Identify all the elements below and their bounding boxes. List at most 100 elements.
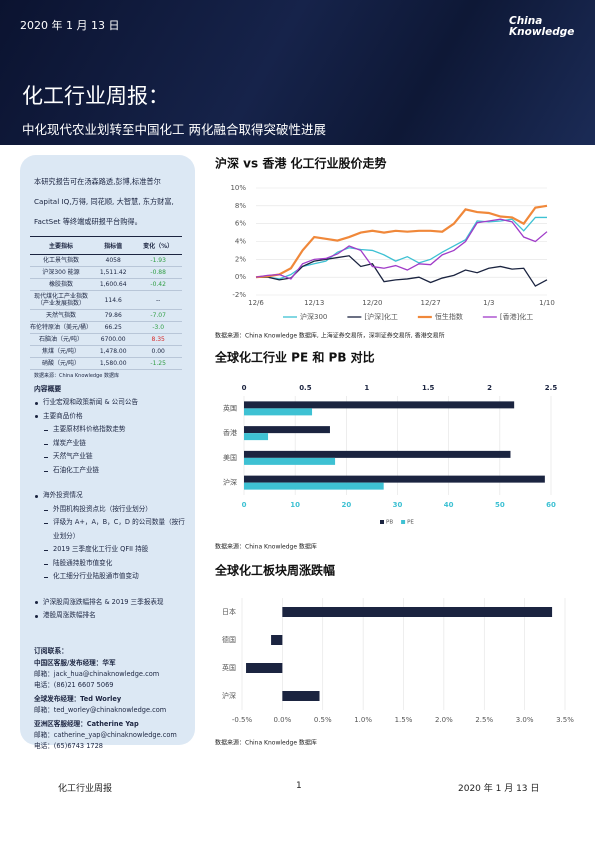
table-row: 现代煤化工产业指数（产业发展指数） 114.6 -- (30, 290, 182, 310)
x-tick-label: 30 (393, 501, 403, 509)
logo-line: China (509, 15, 543, 27)
contact-line: 邮箱：jack_hua@chinaknowledge.com (34, 669, 160, 678)
bar (244, 457, 336, 465)
x-tick-label: 2.5% (475, 716, 493, 724)
contact-heading: 全球发布经理：Ted Worley (34, 694, 122, 703)
table-row: 橡胶指数 1,600.64 -0.42 (30, 278, 182, 291)
table-header: 指标值 (92, 236, 135, 255)
category-label: 德国 (222, 635, 236, 644)
bar (246, 663, 283, 673)
contact-line: 邮箱：ted_worley@chinaknowledge.com (34, 705, 167, 714)
table-row: 天然气指数 79.86 -7.07 (30, 309, 182, 322)
bar (244, 433, 269, 441)
y-tick-label: -2% (232, 291, 246, 299)
x-tick-label: 0.5% (314, 716, 332, 724)
contents-subitem: 天然气产业链 (34, 450, 185, 464)
legend-label: 沪深300 (300, 312, 327, 321)
x2-tick-label: 2.5 (545, 384, 558, 392)
x-tick-label: 12/20 (362, 299, 382, 307)
x-tick-label: 12/13 (304, 299, 324, 307)
table-header: 变化（%） (134, 236, 182, 255)
x-tick-label: 1/10 (539, 299, 555, 307)
table-cell: 66.25 (92, 321, 135, 334)
x-tick-label: 1.5% (395, 716, 413, 724)
table-cell: 1,511.42 (92, 266, 135, 279)
footer-date: 2020 年 1 月 13 日 (458, 784, 540, 794)
x-tick-label: 3.5% (556, 716, 574, 724)
series-line (255, 218, 548, 280)
contact-heading: 亚洲区客服经理：Catherine Yap (34, 719, 139, 728)
legend-label: PB (386, 520, 393, 526)
table-cell: 硝酸（元/吨） (30, 357, 92, 370)
table-cell: -1.93 (134, 254, 182, 267)
table-cell: 布伦特原油（美元/桶） (30, 321, 92, 334)
table-cell: 79.86 (92, 309, 135, 322)
category-label: 日本 (222, 607, 236, 616)
table-note: 数据来源：China Knowledge 数据库 (34, 373, 119, 379)
y-tick-label: 2% (235, 255, 246, 263)
contents-subitem: 评级为 A+，A，B，C，D 的公司数量（按行业划分） (34, 516, 185, 543)
table-cell: 天然气指数 (30, 309, 92, 322)
contents-item: 港股周涨跌幅排名 (34, 609, 185, 623)
legend-label: PE (407, 520, 414, 526)
category-label: 英国 (223, 403, 237, 412)
table-cell: 6700.00 (92, 333, 135, 346)
bar (244, 450, 511, 458)
bar (244, 426, 330, 434)
table-cell: -3.0 (134, 321, 182, 334)
table-row: 石脑油（元/吨） 6700.00 8.35 (30, 333, 182, 346)
table-cell: 焦煤（元/吨） (30, 345, 92, 358)
bar (244, 401, 515, 409)
category-label: 沪深 (223, 478, 237, 487)
table-row: 布伦特原油（美元/桶） 66.25 -3.0 (30, 321, 182, 334)
header: 2020 年 1 月 13 日 China Knowledge 化工行业周报： … (0, 0, 595, 145)
bar (244, 408, 313, 416)
logo: China Knowledge (509, 16, 574, 38)
report-subtitle: 中化现代农业划转至中国化工 两化融合取得突破性进展 (22, 122, 326, 137)
x2-tick-label: 0.5 (299, 384, 312, 392)
contents-item: 主要商品价格 (34, 410, 185, 424)
table-row: 焦煤（元/吨） 1,478.00 0.00 (30, 345, 182, 358)
x2-tick-label: 1.5 (422, 384, 435, 392)
x-tick-label: 0.0% (273, 716, 291, 724)
contents-subitem: 煤炭产业链 (34, 437, 185, 451)
table-cell: 现代煤化工产业指数（产业发展指数） (30, 290, 92, 310)
contact-title: 订阅联系： (34, 646, 68, 655)
legend-swatch (380, 520, 384, 524)
chart-source: 数据来源：China Knowledge 数据库 (215, 739, 317, 747)
x-tick-label: 1.0% (354, 716, 372, 724)
table-cell: -0.42 (134, 278, 182, 291)
x-tick-label: 50 (495, 501, 505, 509)
table-cell: 1,600.64 (92, 278, 135, 291)
x2-tick-label: 0 (242, 384, 247, 392)
contents-subitem: 外围机构投资点比（按行业划分） (34, 503, 185, 517)
table-cell: 0.00 (134, 345, 182, 358)
table-cell: 114.6 (92, 290, 135, 310)
contents-subitem: 化工细分行业陆股通市值变动 (34, 570, 185, 584)
x2-tick-label: 2 (487, 384, 492, 392)
y-tick-label: 6% (235, 220, 246, 228)
contents-title: 内容概要 (34, 385, 62, 393)
contact-line: 邮箱：catherine_yap@chinaknowledge.com (34, 730, 177, 739)
x-tick-label: 10 (290, 501, 300, 509)
contact-heading: 中国区客服/发布经理：华军 (34, 658, 116, 667)
table-cell: -0.88 (134, 266, 182, 279)
category-label: 美国 (223, 453, 237, 462)
bar (282, 607, 553, 617)
x-tick-label: 1/3 (483, 299, 494, 307)
y-tick-label: 0% (235, 273, 246, 281)
legend-label: 恒生指数 (435, 312, 463, 321)
bar (244, 475, 545, 483)
intro: 本研究报告可在汤森路透,彭博,标准普尔 Capital IQ,万得, 同花顺, … (34, 177, 174, 226)
x-tick-label: -0.5% (232, 716, 253, 724)
report-title: 化工行业周报： (22, 84, 169, 108)
table-cell: 橡胶指数 (30, 278, 92, 291)
bar (271, 635, 283, 645)
logo-line: Knowledge (509, 26, 575, 38)
contents-subitem: 2019 三季度化工行业 QFII 持股 (34, 543, 185, 557)
table-body: 化工景气指数 4058 -1.93 沪深300 能源 1,511.42 -0.88 橡胶指数… (30, 254, 182, 370)
table-cell: 沪深300 能源 (30, 266, 92, 279)
x2-tick-label: 1 (364, 384, 369, 392)
table-row: 化工景气指数 4058 -1.93 (30, 254, 182, 267)
